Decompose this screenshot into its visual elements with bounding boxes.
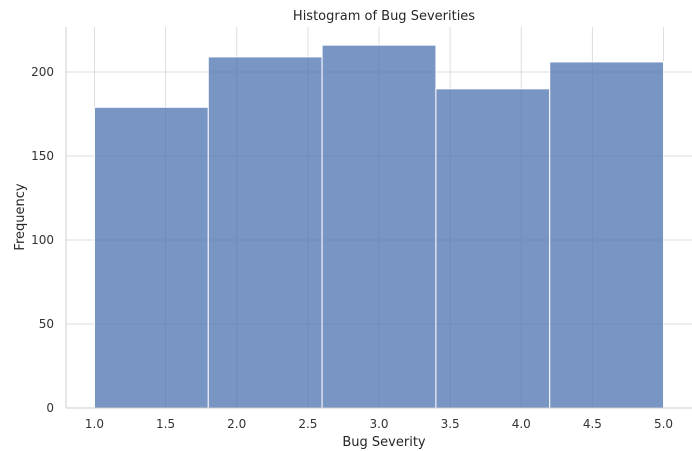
x-tick-label: 3.5 bbox=[441, 417, 460, 431]
histogram-bar bbox=[321, 44, 437, 409]
x-tick-labels: 1.0 1.5 2.0 2.5 3.0 3.5 4.0 4.5 5.0 bbox=[85, 417, 673, 431]
x-tick-label: 1.5 bbox=[156, 417, 175, 431]
axes-spines bbox=[65, 27, 692, 409]
y-axis-label: Frequency bbox=[13, 183, 28, 250]
histogram-bars bbox=[93, 44, 665, 409]
y-tick-labels: 0 50 100 150 200 bbox=[31, 65, 54, 415]
histogram-bar bbox=[93, 106, 209, 409]
x-tick-label: 2.5 bbox=[298, 417, 317, 431]
histogram-bar bbox=[207, 56, 323, 409]
chart-title: Histogram of Bug Severities bbox=[293, 9, 475, 24]
x-tick-label: 3.0 bbox=[369, 417, 388, 431]
x-tick-label: 5.0 bbox=[654, 417, 673, 431]
y-tick-label: 100 bbox=[31, 233, 54, 247]
x-axis-label: Bug Severity bbox=[342, 435, 426, 450]
x-tick-label: 1.0 bbox=[85, 417, 104, 431]
x-tick-label: 4.0 bbox=[512, 417, 531, 431]
y-tick-label: 150 bbox=[31, 149, 54, 163]
y-tick-label: 0 bbox=[46, 401, 54, 415]
x-tick-label: 4.5 bbox=[583, 417, 602, 431]
y-tick-label: 200 bbox=[31, 65, 54, 79]
y-tick-label: 50 bbox=[39, 317, 54, 331]
histogram-bar bbox=[435, 88, 551, 409]
histogram-bar bbox=[549, 61, 665, 409]
x-tick-label: 2.0 bbox=[227, 417, 246, 431]
